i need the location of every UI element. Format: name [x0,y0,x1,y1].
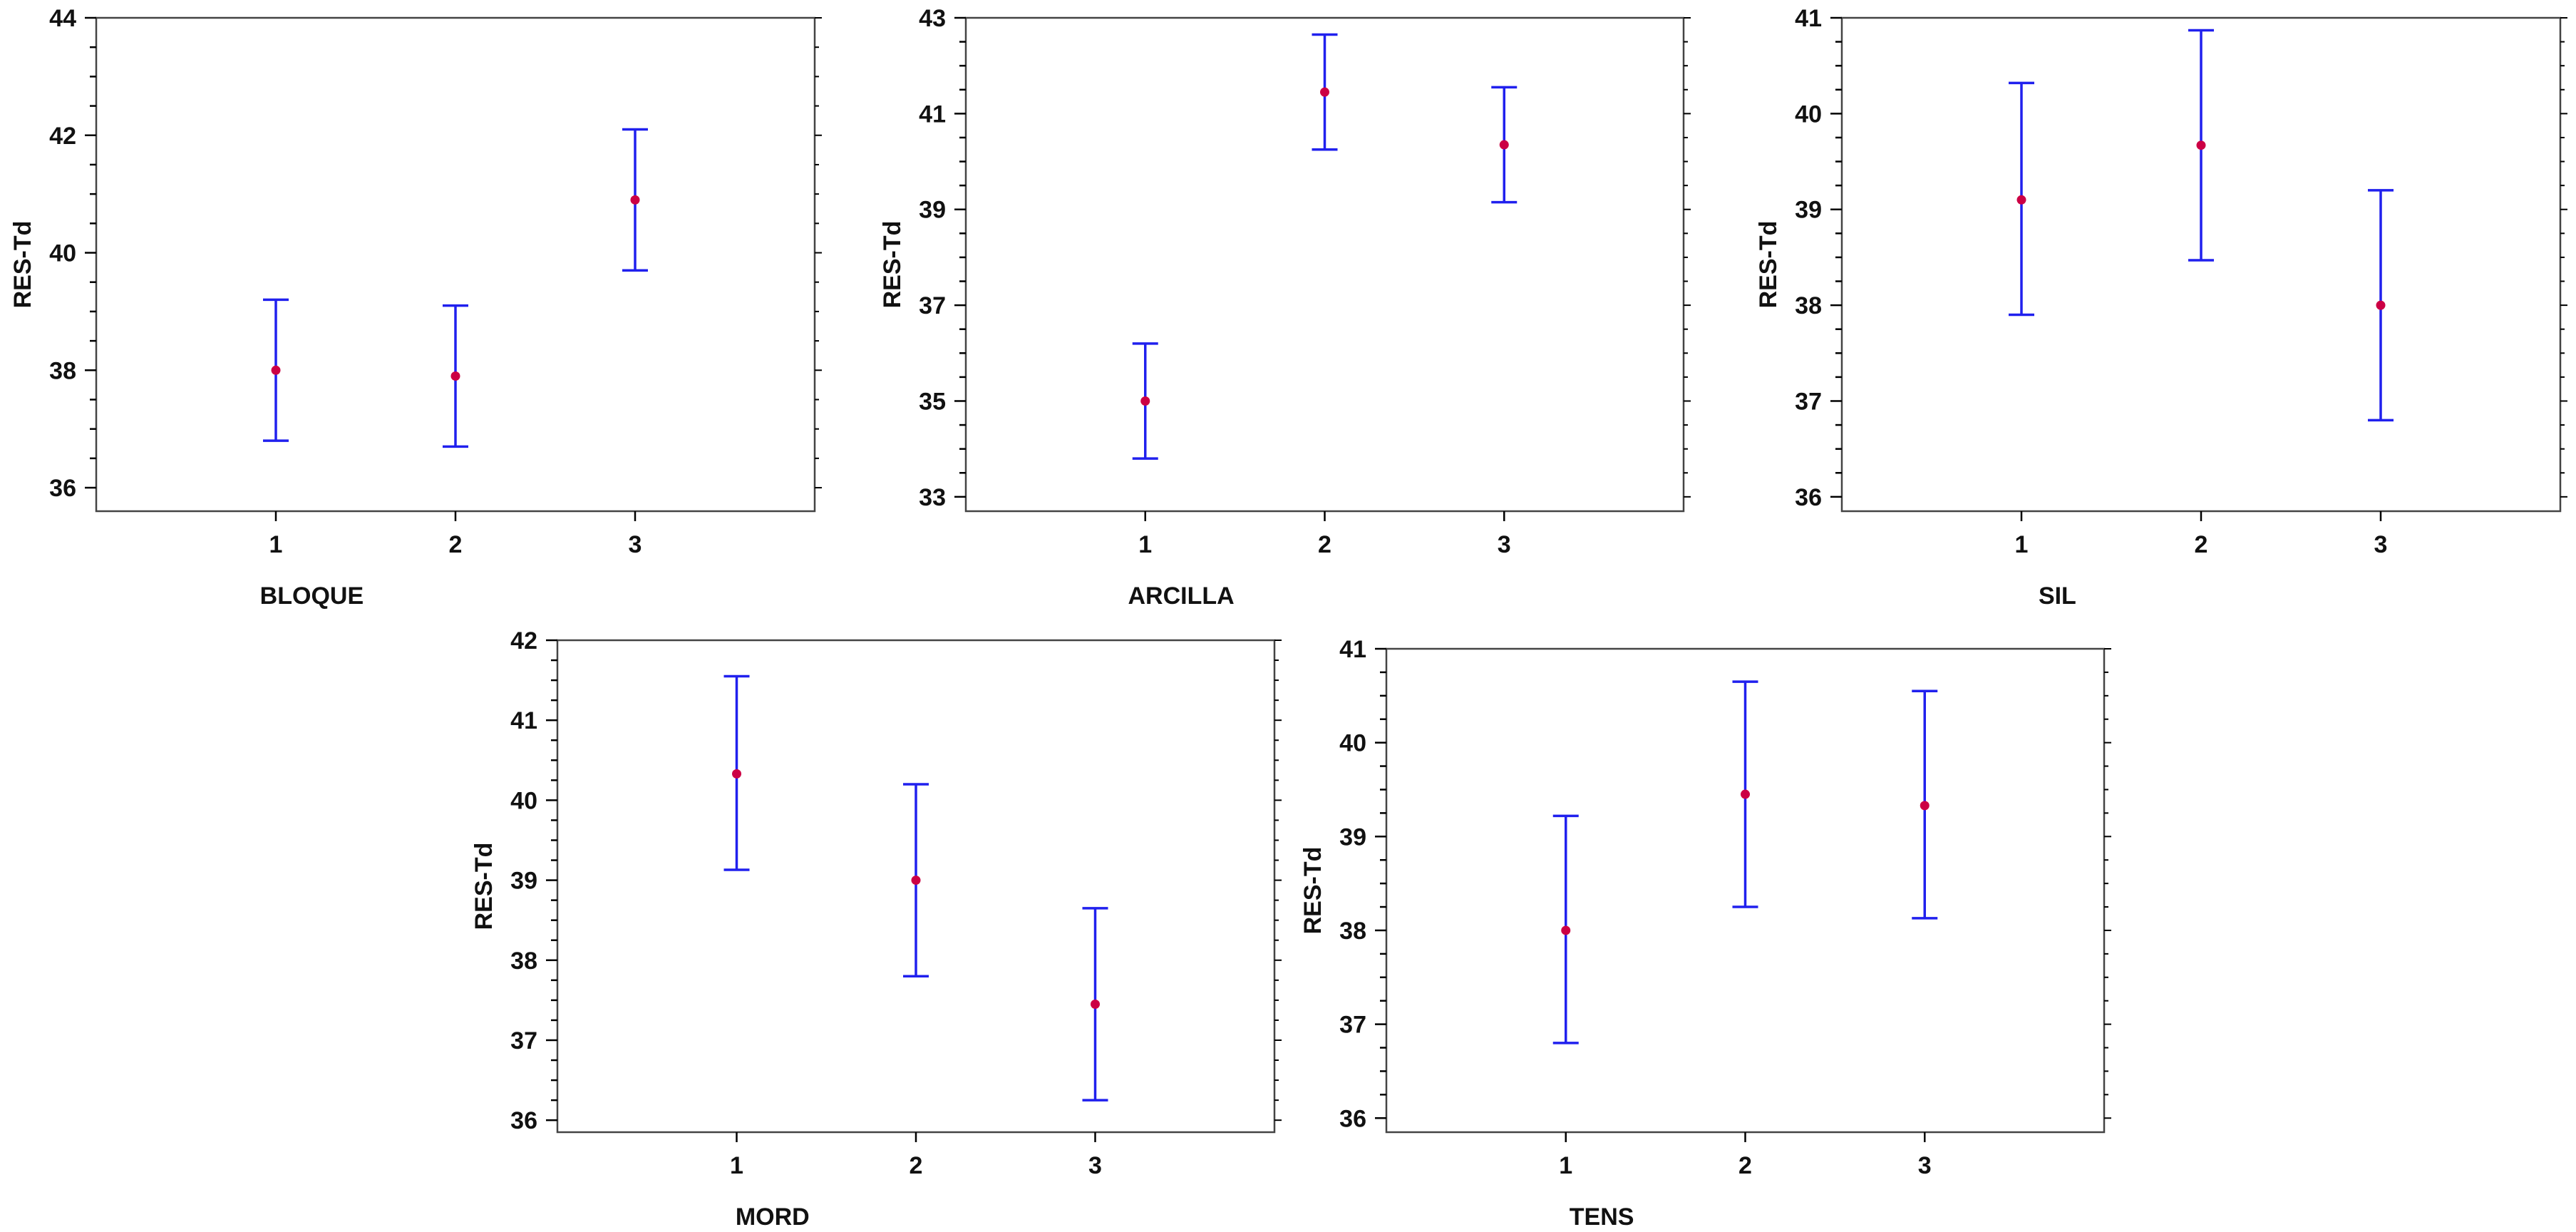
y-axis-title: RES-Td [9,221,36,309]
y-tick-label: 40 [49,240,76,267]
x-tick-label: 3 [2374,531,2388,558]
y-tick-label: 41 [1339,636,1366,663]
y-tick-label: 36 [1795,484,1822,511]
mean-point [271,365,281,375]
y-tick-label: 37 [1339,1012,1366,1039]
x-tick-label: 2 [2195,531,2208,558]
mean-point [450,371,460,381]
y-tick-label: 33 [919,484,946,511]
x-tick-label: 1 [269,531,283,558]
y-tick-label: 40 [1339,730,1366,757]
y-tick-label: 39 [510,868,537,895]
chart-5: 36 37 38 39 40 41 1 2 3 TENS RES-Td [1299,636,2111,1231]
y-axis-title: RES-Td [879,221,906,309]
mean-point [1920,801,1930,811]
y-tick-label: 44 [49,5,76,32]
chart-3: 36 37 38 39 40 41 1 2 3 SIL RES-Td [1755,5,2567,610]
y-tick-label: 36 [1339,1105,1366,1132]
x-axis-title: ARCILLA [1128,582,1234,610]
x-tick-label: 1 [2015,531,2029,558]
x-tick-label: 1 [1138,531,1152,558]
mean-point [2196,140,2206,150]
y-tick-label: 38 [510,948,537,975]
x-tick-label: 2 [1738,1152,1752,1179]
chart-2: 33 35 37 39 41 43 1 2 3 ARCILLA RES-Td [879,5,1691,610]
y-axis-title: RES-Td [470,843,498,930]
x-tick-label: 2 [1318,531,1331,558]
mean-point [1320,87,1329,97]
y-axis-title: RES-Td [1299,847,1326,935]
y-tick-label: 42 [510,627,537,654]
x-tick-label: 1 [730,1152,743,1179]
x-tick-label: 3 [629,531,642,558]
x-tick-label: 3 [1088,1152,1102,1179]
y-tick-label: 39 [1795,197,1822,224]
x-tick-label: 3 [1498,531,1511,558]
x-axis-title: MORD [736,1203,810,1231]
y-tick-label: 38 [49,357,76,384]
y-tick-label: 36 [49,475,76,502]
x-axis-title: BLOQUE [260,582,364,610]
x-axis-title: TENS [1570,1203,1634,1231]
x-tick-label: 1 [1559,1152,1572,1179]
mean-point [1499,140,1509,150]
y-tick-label: 36 [510,1107,537,1134]
y-tick-label: 40 [1795,101,1822,128]
y-tick-label: 40 [510,787,537,814]
y-tick-label: 37 [1795,388,1822,415]
x-tick-label: 2 [449,531,463,558]
y-tick-label: 39 [1339,823,1366,851]
y-tick-label: 41 [919,101,946,128]
y-axis-title: RES-Td [1755,221,1782,309]
x-tick-label: 3 [1918,1152,1932,1179]
mean-point [630,195,640,205]
y-tick-label: 43 [919,5,946,32]
mean-point [732,769,741,779]
y-tick-label: 37 [510,1027,537,1054]
mean-point [2016,195,2026,205]
chart-4: 36 37 38 39 40 41 42 1 2 3 MORD RES-Td [470,627,1282,1231]
x-tick-label: 2 [910,1152,923,1179]
mean-point [2376,300,2386,310]
mean-point [1091,999,1100,1009]
mean-point [911,876,921,885]
mean-point [1741,789,1750,799]
chart-1: 36 38 40 42 44 1 2 3 BLOQUE RES-Td [9,5,822,610]
y-tick-label: 35 [919,388,946,415]
mean-point [1561,925,1571,935]
mean-point [1140,396,1150,406]
y-tick-label: 38 [1795,292,1822,319]
y-tick-label: 38 [1339,918,1366,945]
y-tick-label: 42 [49,123,76,150]
y-tick-label: 41 [1795,5,1822,32]
y-tick-label: 41 [510,707,537,734]
y-tick-label: 37 [919,292,946,319]
x-axis-title: SIL [2039,582,2076,610]
y-tick-label: 39 [919,197,946,224]
